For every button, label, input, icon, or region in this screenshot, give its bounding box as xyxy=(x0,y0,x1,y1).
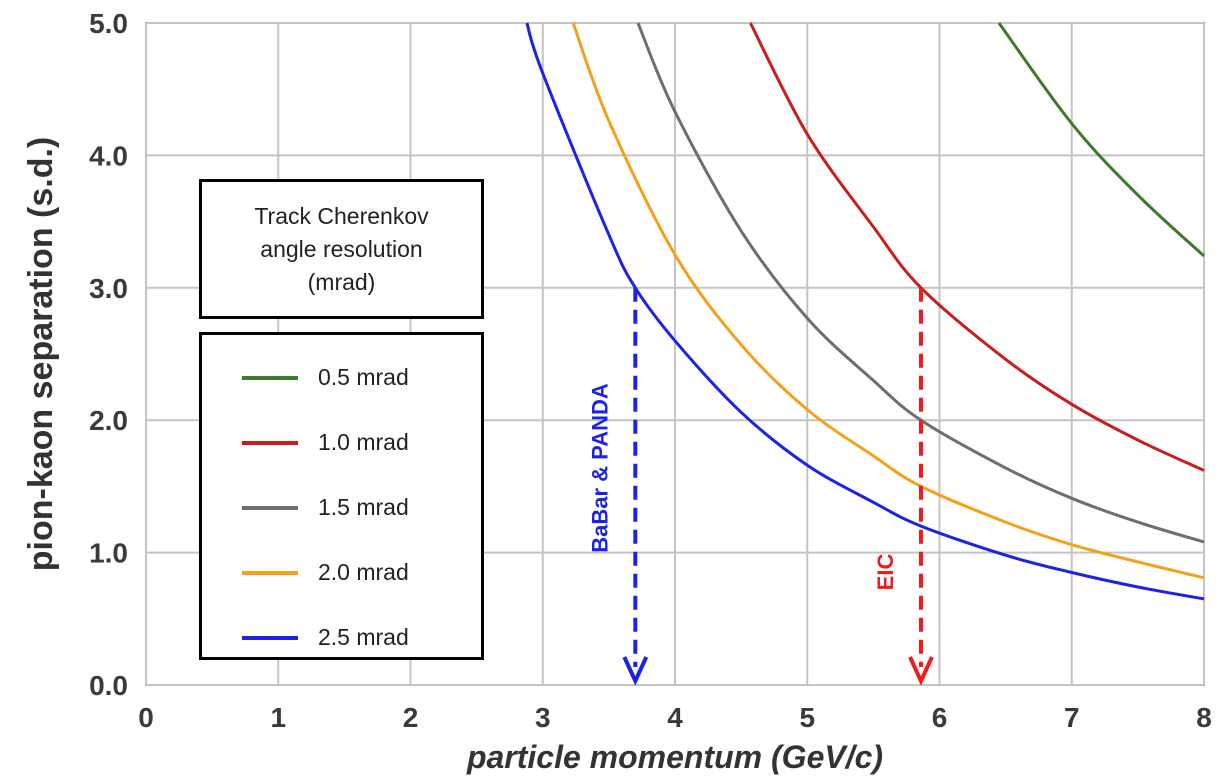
annotation-label: EIC xyxy=(873,554,898,591)
x-tick-label: 2 xyxy=(403,702,419,733)
x-tick-label: 8 xyxy=(1196,702,1212,733)
legend-item: 2.5 mrad xyxy=(202,605,481,670)
y-tick-label: 1.0 xyxy=(89,538,128,569)
series-line-1-0-mrad xyxy=(749,22,1205,472)
legend-title-box: Track Cherenkov angle resolution (mrad) xyxy=(199,179,484,319)
x-tick-label: 7 xyxy=(1064,702,1080,733)
legend-swatch xyxy=(242,635,298,640)
legend-item: 2.0 mrad xyxy=(202,540,481,605)
legend-swatch xyxy=(242,375,298,380)
legend-item: 0.5 mrad xyxy=(202,345,481,410)
y-tick-label: 5.0 xyxy=(89,8,128,39)
x-axis-title: particle momentum (GeV/c) xyxy=(466,739,883,775)
series-line-2-0-mrad xyxy=(571,22,1205,580)
x-tick-label: 1 xyxy=(270,702,286,733)
legend-label: 0.5 mrad xyxy=(318,364,409,390)
legend-label: 2.5 mrad xyxy=(318,624,409,650)
legend-item: 1.5 mrad xyxy=(202,475,481,540)
y-tick-label: 0.0 xyxy=(89,670,128,701)
legend-swatch xyxy=(242,505,298,510)
series-line-2-5-mrad xyxy=(525,22,1205,601)
x-tick-label: 5 xyxy=(799,702,815,733)
x-tick-labels: 0 1 2 3 4 5 6 7 8 xyxy=(138,702,1212,733)
x-tick-label: 3 xyxy=(535,702,551,733)
legend-swatch xyxy=(242,440,298,445)
x-tick-label: 4 xyxy=(667,702,683,733)
series-line-0-5-mrad xyxy=(997,22,1206,258)
y-tick-labels: 0.0 1.0 2.0 3.0 4.0 5.0 xyxy=(89,8,128,701)
y-tick-label: 4.0 xyxy=(89,140,128,171)
legend-label: 2.0 mrad xyxy=(318,559,409,585)
annotation-arrow-head xyxy=(622,656,649,686)
annotation-label: BaBar & PANDA xyxy=(587,383,612,553)
y-tick-label: 2.0 xyxy=(89,405,128,436)
legend-label: 1.5 mrad xyxy=(318,494,409,520)
y-axis-title: pion-kaon separation (s.d.) xyxy=(22,137,60,571)
legend-label: 1.0 mrad xyxy=(318,429,409,455)
series-layer xyxy=(525,22,1206,601)
legend-title: Track Cherenkov angle resolution (mrad) xyxy=(254,202,429,295)
annotation-arrow-head xyxy=(908,656,934,686)
legend-item: 1.0 mrad xyxy=(202,410,481,475)
annotation-layer: BaBar & PANDA EIC xyxy=(587,287,934,686)
x-tick-label: 0 xyxy=(138,702,154,733)
y-tick-label: 3.0 xyxy=(89,273,128,304)
legend: 0.5 mrad 1.0 mrad 1.5 mrad 2.0 mrad 2.5 mrad xyxy=(199,332,484,660)
legend-swatch xyxy=(242,570,298,575)
x-tick-label: 6 xyxy=(932,702,948,733)
series-line-1-5-mrad xyxy=(636,22,1205,544)
